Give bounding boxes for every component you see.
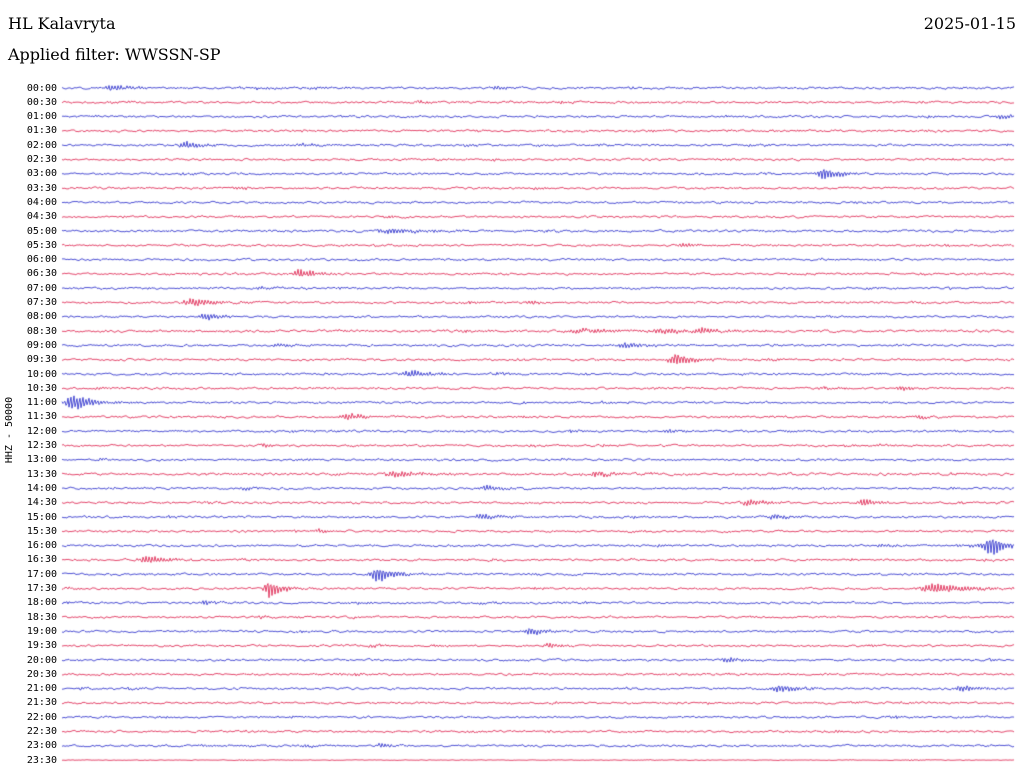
date-label: 2025-01-15	[923, 14, 1016, 33]
time-label: 01:00	[26, 111, 57, 123]
time-label: 23:30	[26, 754, 57, 766]
time-label: 04:00	[26, 196, 57, 208]
time-label: 05:00	[26, 225, 57, 237]
time-label: 20:00	[26, 654, 57, 666]
time-label: 09:30	[26, 354, 57, 366]
header: HL Kalavryta 2025-01-15	[8, 14, 1016, 33]
time-label: 23:00	[26, 740, 57, 752]
time-label: 16:00	[26, 540, 57, 552]
time-label: 09:00	[26, 339, 57, 351]
time-label: 15:30	[26, 525, 57, 537]
time-label: 13:00	[26, 454, 57, 466]
time-label: 01:30	[26, 125, 57, 137]
time-label: 10:00	[26, 368, 57, 380]
time-label: 08:00	[26, 311, 57, 323]
time-label: 17:00	[26, 568, 57, 580]
time-label: 11:00	[26, 397, 57, 409]
station-title: HL Kalavryta	[8, 14, 116, 33]
channel-scale-label: HHZ - 50000	[4, 396, 15, 464]
time-label: 05:30	[26, 239, 57, 251]
time-label: 14:00	[26, 482, 57, 494]
time-label: 18:00	[26, 597, 57, 609]
time-label: 00:30	[26, 96, 57, 108]
time-label: 02:00	[26, 139, 57, 151]
time-label: 21:00	[26, 683, 57, 695]
time-label: 10:30	[26, 382, 57, 394]
time-label: 06:30	[26, 268, 57, 280]
filter-label: Applied filter: WWSSN-SP	[8, 45, 221, 64]
time-label: 14:30	[26, 497, 57, 509]
time-label: 08:30	[26, 325, 57, 337]
time-label: 22:00	[26, 711, 57, 723]
time-label: 20:30	[26, 668, 57, 680]
time-label: 19:00	[26, 625, 57, 637]
time-label: 13:30	[26, 468, 57, 480]
time-label: 03:30	[26, 182, 57, 194]
time-label: 18:30	[26, 611, 57, 623]
time-label: 22:30	[26, 726, 57, 737]
time-label: 16:30	[26, 554, 57, 566]
time-label: 15:00	[26, 511, 57, 523]
time-label: 12:00	[26, 425, 57, 437]
time-label: 17:30	[26, 583, 57, 594]
time-label: 03:00	[26, 168, 57, 180]
time-label: 19:30	[26, 640, 57, 652]
time-label: 04:30	[26, 211, 57, 223]
time-label: 21:30	[26, 697, 57, 709]
time-label: 07:00	[26, 282, 57, 294]
time-label: 11:30	[26, 411, 57, 423]
time-label: 12:30	[26, 440, 57, 451]
time-label: 07:30	[26, 297, 57, 308]
time-label: 00:00	[26, 82, 57, 94]
time-label: 06:00	[26, 254, 57, 266]
time-label: 02:30	[26, 154, 57, 165]
